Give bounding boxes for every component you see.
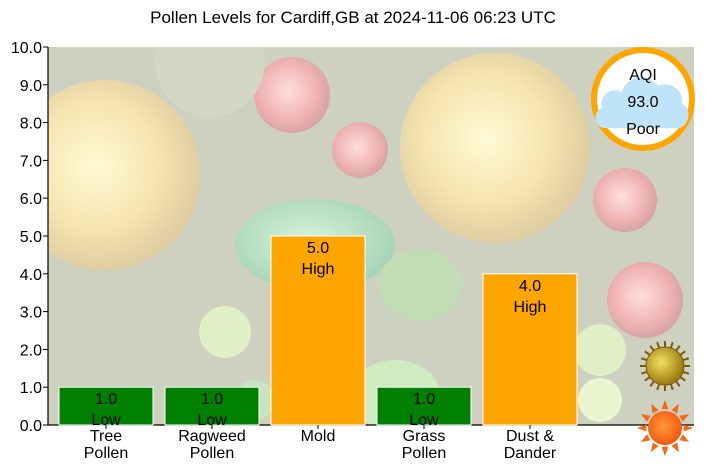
y-tick-label: 5.0 [20,229,42,246]
bar-value-label: 4.0 [519,278,541,295]
x-tick-label: Dust & [506,428,554,445]
x-tick-label: Pollen [402,445,446,462]
chart-title: Pollen Levels for Cardiff,GB at 2024-11-… [150,8,556,27]
bar [164,386,260,426]
bar-level-label: Low [91,412,121,429]
y-tick-label: 7.0 [20,153,42,170]
bar-value-label: 1.0 [201,391,223,408]
x-tick-label: Ragweed [178,428,246,445]
y-tick-label: 3.0 [20,305,42,322]
x-tick-label: Tree [90,428,122,445]
y-tick-label: 6.0 [20,191,42,208]
y-tick-label: 8.0 [20,116,42,133]
aqi-value: 93.0 [627,94,658,111]
y-axis-ticks: 0.0 1.0 2.0 3.0 4.0 5.0 6.0 7.0 8.0 9.0 10.0 [11,40,48,435]
bars: 1.0 Low 1.0 Low 5.0 High 1.0 Low 4.0 High [58,235,578,429]
bar [58,386,154,426]
bar-level-label: High [514,299,547,316]
x-tick-label: Mold [301,428,336,445]
bar [482,273,578,426]
plot-background [48,47,694,425]
y-tick-label: 1.0 [20,380,42,397]
bar-level-label: Low [409,412,439,429]
bar [270,235,366,426]
cloud-icon [595,77,689,128]
x-tick-label: Pollen [190,445,234,462]
bar-value-label: 1.0 [95,391,117,408]
bar-level-label: Low [197,412,227,429]
y-tick-label: 0.0 [20,418,42,435]
bar-value-label: 1.0 [413,391,435,408]
x-tick-label: Dander [504,445,557,462]
bar-value-label: 5.0 [307,240,329,257]
aqi-category: Poor [626,121,660,138]
aqi-badge: AQI 93.0 Poor [591,47,695,151]
y-tick-label: 4.0 [20,267,42,284]
x-tick-label: Grass [403,428,446,445]
bar [376,386,472,426]
sun-icon [637,400,693,456]
pollen-grain-icon [640,341,690,391]
bar-level-label: High [302,261,335,278]
y-tick-label: 2.0 [20,342,42,359]
y-tick-label: 9.0 [20,78,42,95]
x-tick-label: Pollen [84,445,128,462]
aqi-label: AQI [629,67,657,84]
y-tick-label: 10.0 [11,40,42,57]
